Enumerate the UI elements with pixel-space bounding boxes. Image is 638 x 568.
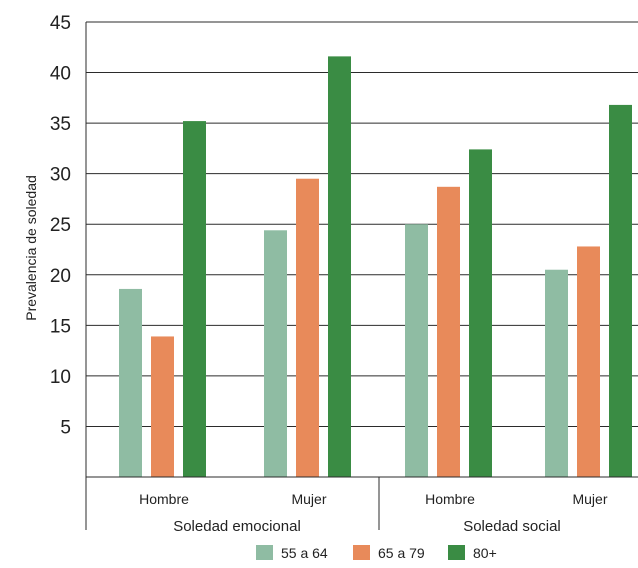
legend: 55 a 64 65 a 79 80+ xyxy=(256,545,497,561)
bar xyxy=(405,224,428,477)
bar xyxy=(296,178,319,477)
y-tick-label: 25 xyxy=(50,215,71,236)
legend-label: 65 a 79 xyxy=(378,545,425,561)
bars xyxy=(119,56,632,478)
gridlines xyxy=(86,21,638,427)
legend-swatch xyxy=(256,545,273,560)
x-category-label: Hombre xyxy=(139,491,189,507)
bar xyxy=(609,104,632,478)
axes xyxy=(85,22,638,530)
bar xyxy=(328,56,351,477)
labels: 5 10 15 20 25 30 35 40 45 Hombre Mujer Hombre Mujer S… xyxy=(50,13,608,535)
y-tick-label: 5 xyxy=(60,417,71,438)
bar xyxy=(437,186,460,478)
x-category-label: Mujer xyxy=(291,491,326,507)
legend-label: 80+ xyxy=(473,545,497,561)
y-tick-label: 45 xyxy=(50,13,71,34)
y-tick-label: 30 xyxy=(50,165,71,186)
bar xyxy=(469,149,492,477)
x-category-label: Mujer xyxy=(572,491,607,507)
y-tick-label: 15 xyxy=(50,316,71,337)
bar xyxy=(151,336,174,477)
legend-label: 55 a 64 xyxy=(281,545,328,561)
y-tick-label: 10 xyxy=(50,367,71,388)
y-tick-label: 40 xyxy=(50,64,71,85)
x-group-label: Soledad emocional xyxy=(173,518,301,535)
bar xyxy=(119,288,142,477)
y-axis-label: Prevalencia de soledad xyxy=(23,175,39,321)
x-category-label: Hombre xyxy=(425,491,475,507)
y-tick-label: 35 xyxy=(50,114,71,135)
legend-swatch xyxy=(448,545,465,560)
bar xyxy=(264,230,287,477)
bar xyxy=(183,121,206,477)
legend-swatch xyxy=(353,545,370,560)
y-tick-label: 20 xyxy=(50,266,71,287)
bar xyxy=(545,269,568,477)
bar xyxy=(577,246,600,477)
x-group-label: Soledad social xyxy=(463,518,561,535)
